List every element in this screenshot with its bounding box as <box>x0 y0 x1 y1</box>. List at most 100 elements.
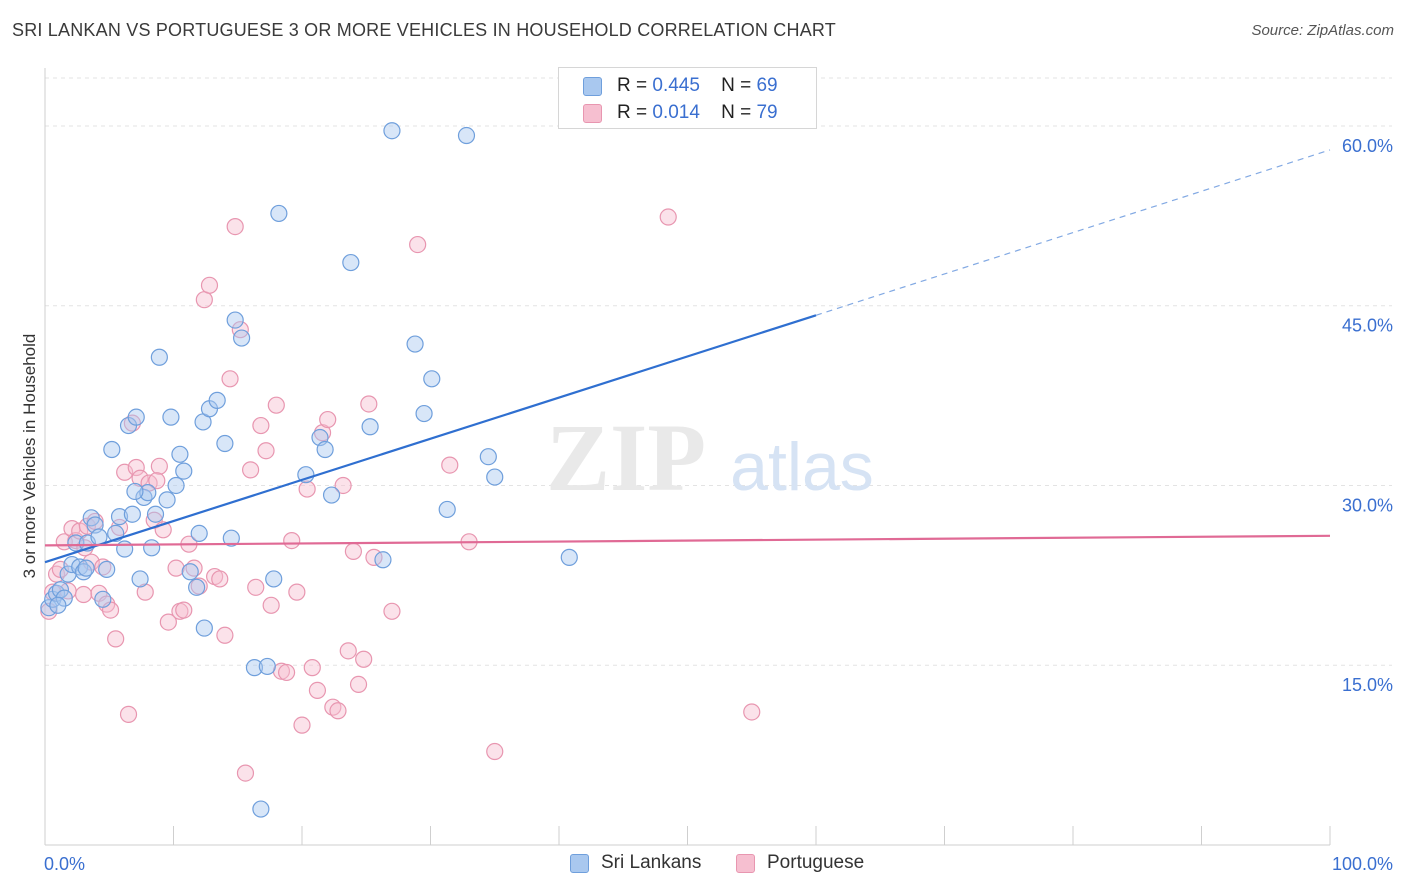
portuguese-point <box>226 218 244 236</box>
sri-lankan-point <box>423 370 441 388</box>
portuguese-point <box>242 461 260 479</box>
sri-lankan-point <box>110 508 129 526</box>
portuguese-point <box>383 602 401 620</box>
portuguese-point <box>303 659 321 677</box>
portuguese-point <box>211 570 229 588</box>
portuguese-point <box>74 585 93 604</box>
portuguese-point <box>486 742 504 761</box>
portuguese-point <box>216 626 234 644</box>
portuguese-point <box>298 480 316 498</box>
sri-lankan-point <box>415 404 433 423</box>
sri-lankan-point <box>94 590 112 608</box>
legend-n-value: 79 <box>756 102 778 123</box>
sri-lankan-point <box>222 529 240 547</box>
portuguese-point <box>175 601 193 619</box>
x-tick-label: 100.0% <box>1332 854 1393 874</box>
sri-lankan-point <box>167 476 185 495</box>
sri-lankan-point <box>49 596 67 614</box>
portuguese-point <box>119 705 138 723</box>
sri-lankan-point <box>406 335 424 353</box>
portuguese-point <box>257 442 275 460</box>
sri-lankan-trend-line <box>44 314 817 564</box>
portuguese-point <box>329 702 347 720</box>
tick-labels: 15.0% 30.0% 45.0% 60.0% 0.0% 100.0% <box>44 136 1393 874</box>
sri-lankan-point <box>457 126 476 145</box>
portuguese-point <box>150 457 168 475</box>
sri-lankan-point <box>175 462 193 480</box>
portuguese-point <box>288 583 306 601</box>
sri-lankan-point <box>233 329 251 347</box>
portuguese-point <box>308 681 327 700</box>
sri-lankan-point <box>374 551 392 569</box>
series-legend: Sri Lankans Portuguese <box>0 852 1406 878</box>
legend-label-portuguese: Portuguese <box>767 852 865 873</box>
sri-lankan-point <box>188 578 206 596</box>
y-tick-label: 30.0% <box>1342 495 1393 515</box>
axis-layer <box>44 68 1331 846</box>
pink-swatch-icon <box>583 104 602 123</box>
legend-n-label: N = <box>721 75 752 96</box>
sri-lankan-point <box>143 539 161 557</box>
watermark-atlas: atlas <box>730 429 874 505</box>
sri-lankan-point <box>146 505 165 523</box>
portuguese-point <box>267 396 285 414</box>
sri-lankan-point <box>98 560 116 578</box>
portuguese-point <box>334 476 352 495</box>
sri-lankan-point <box>116 540 134 558</box>
portuguese-point <box>247 578 265 596</box>
chart-title: SRI LANKAN VS PORTUGUESE 3 OR MORE VEHIC… <box>12 20 836 40</box>
y-tick-label: 60.0% <box>1342 136 1393 156</box>
portuguese-point <box>131 469 149 487</box>
legend-item-portuguese[interactable]: Portuguese <box>736 852 864 874</box>
sri-lankan-point <box>171 445 189 463</box>
sri-lankan-point <box>486 468 504 486</box>
portuguese-point <box>159 613 177 631</box>
y-tick-label: 15.0% <box>1342 675 1393 695</box>
correlation-legend: R = 0.445 N = 69 R = 0.014 N = 79 <box>558 67 817 129</box>
portuguese-point <box>167 559 185 577</box>
portuguese-point <box>409 235 427 254</box>
legend-label-sri-lankans: Sri Lankans <box>601 852 702 873</box>
blue-swatch-icon <box>570 853 589 873</box>
watermark: ZIP atlas <box>546 404 874 511</box>
sri-lankan-point <box>150 348 168 366</box>
portuguese-point <box>349 675 368 694</box>
portuguese-point <box>236 764 255 782</box>
sri-lankan-point <box>383 122 401 140</box>
portuguese-point <box>293 716 311 734</box>
sri-lankan-point <box>131 570 149 588</box>
sri-lankan-point <box>216 434 234 453</box>
portuguese-point <box>195 291 213 309</box>
portuguese-point <box>659 208 677 226</box>
portuguese-point <box>283 531 301 550</box>
sri-lankan-point <box>322 486 341 504</box>
portuguese-point <box>355 650 373 668</box>
legend-item-sri-lankans[interactable]: Sri Lankans <box>570 852 701 874</box>
portuguese-trend-line <box>44 534 1331 547</box>
sri-lankan-point <box>208 391 226 409</box>
portuguese-point <box>200 276 219 294</box>
sri-lankan-point <box>560 548 578 566</box>
legend-n-label: N = <box>721 102 752 123</box>
portuguese-point <box>319 410 337 429</box>
y-tick-label: 45.0% <box>1342 316 1393 336</box>
sri-lankan-point <box>162 408 180 426</box>
sri-lankan-point <box>77 559 95 577</box>
legend-r-label: R = <box>617 102 648 123</box>
portuguese-point <box>313 424 332 442</box>
sri-lankan-point <box>245 659 264 677</box>
sri-lankan-point <box>252 800 270 818</box>
portuguese-point <box>339 642 357 660</box>
portuguese-point <box>743 703 761 721</box>
sri-lankan-point <box>190 524 208 543</box>
sri-lankan-point <box>123 505 141 523</box>
sri-lankan-point <box>158 491 176 509</box>
portuguese-point <box>441 456 459 474</box>
sri-lankan-point <box>438 500 456 519</box>
legend-n-value: 69 <box>756 75 778 96</box>
portuguese-point <box>344 542 362 560</box>
portuguese-point <box>148 472 166 490</box>
sri-lankan-point <box>361 418 379 436</box>
pink-swatch-icon <box>736 853 755 873</box>
